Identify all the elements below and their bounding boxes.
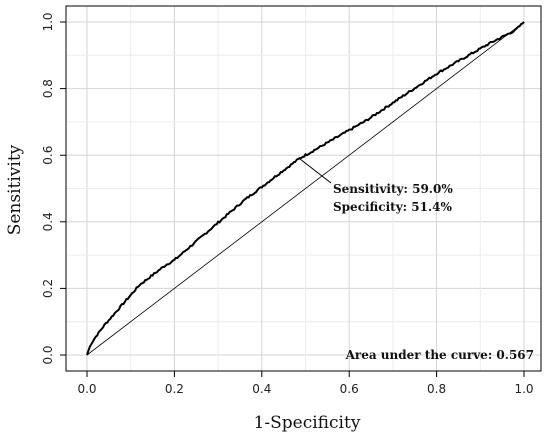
x-tick-label: 1.0 (514, 382, 533, 396)
auc-annotation: Area under the curve: 0.567 (345, 348, 534, 362)
plot-frame (65, 5, 542, 372)
y-tick-label: 0.4 (41, 212, 55, 231)
specificity-annotation: Specificity: 51.4% (333, 200, 452, 214)
x-axis-title: 1-Specificity (254, 413, 361, 433)
x-axis: 0.0 0.2 0.4 0.6 0.8 1.0 (77, 371, 534, 396)
x-tick-label: 0.0 (77, 382, 96, 396)
threshold-pointer (299, 158, 332, 184)
x-tick-label: 0.8 (427, 382, 446, 396)
sensitivity-annotation: Sensitivity: 59.0% (333, 182, 453, 196)
y-axis: 0.0 0.2 0.4 0.6 0.8 1.0 (41, 12, 66, 365)
y-axis-title: Sensitivity (5, 144, 25, 235)
roc-curve (86, 21, 525, 356)
x-tick-label: 0.6 (340, 382, 359, 396)
x-tick-label: 0.4 (252, 382, 271, 396)
grid (66, 6, 541, 371)
y-tick-label: 1.0 (41, 12, 55, 31)
y-tick-label: 0.2 (41, 279, 55, 298)
y-tick-label: 0.0 (41, 345, 55, 364)
y-tick-label: 0.6 (41, 146, 55, 165)
reference-diagonal (86, 21, 525, 356)
y-tick-label: 0.8 (41, 79, 55, 98)
x-tick-label: 0.2 (165, 382, 184, 396)
